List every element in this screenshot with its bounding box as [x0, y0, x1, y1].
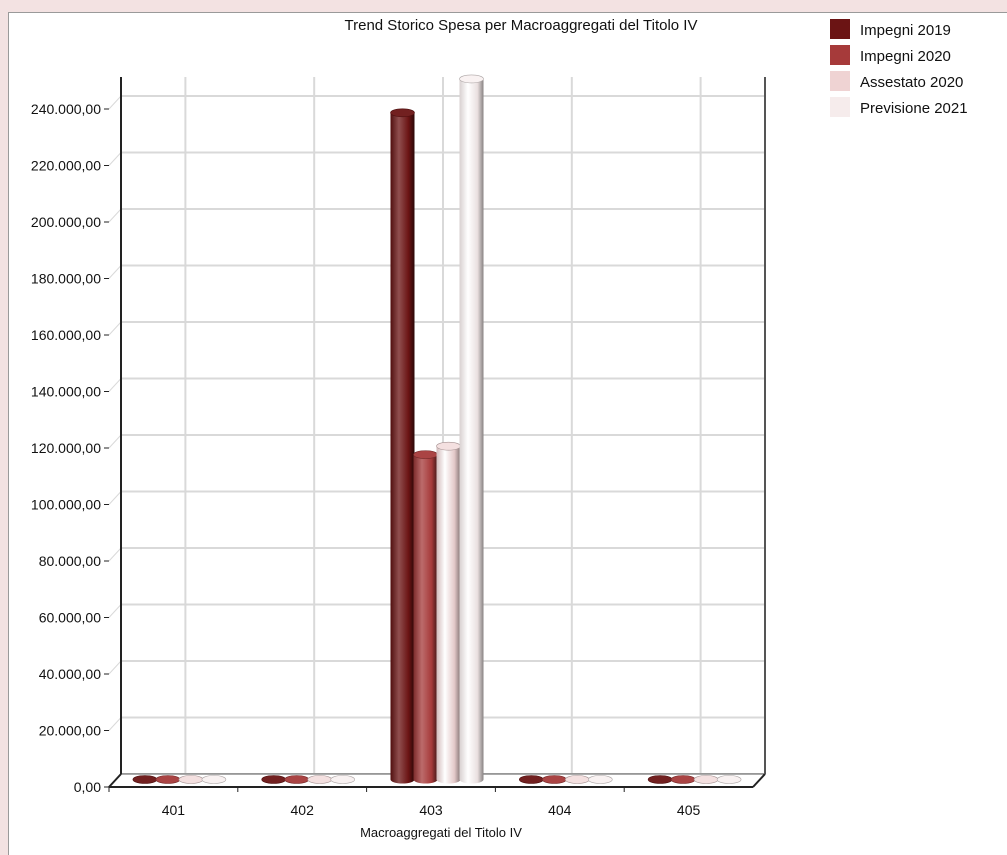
bar [330, 775, 356, 784]
bar-cap [178, 775, 204, 784]
grid-line-h-side [108, 717, 122, 731]
grid-line-h-side [108, 547, 122, 562]
chart-frame: Trend Storico Spesa per Macroaggregati d… [8, 12, 1007, 855]
y-tick-label: 160.000,00 [31, 327, 101, 343]
bar-cap [413, 450, 438, 459]
bar [307, 775, 333, 784]
grid-line-h-side [108, 491, 122, 505]
y-tick-label: 180.000,00 [31, 271, 101, 287]
bar-body [436, 446, 461, 784]
y-axis-depth [108, 773, 122, 788]
legend-label: Assestato 2020 [860, 74, 963, 91]
grid-line-h-side [108, 265, 122, 279]
x-tick-label: 404 [548, 802, 572, 818]
x-tick-label: 403 [419, 802, 443, 818]
bar-cap [647, 775, 673, 784]
bar [413, 450, 438, 784]
legend-label: Impegni 2019 [860, 22, 951, 39]
y-tick-label: 100.000,00 [31, 497, 101, 513]
bar-cap [541, 775, 567, 784]
x-axis-ticks: 401 402 403 404 405 [108, 787, 701, 818]
y-tick-label: 120.000,00 [31, 440, 101, 456]
bar [670, 775, 696, 784]
bar-cap [155, 775, 181, 784]
bar [284, 775, 310, 784]
y-tick-label: 0,00 [74, 779, 101, 795]
grid-line-h-side [108, 604, 122, 618]
bar-cap [330, 775, 356, 784]
bar-cap [518, 775, 544, 784]
bar [716, 775, 742, 784]
bar-cap [436, 441, 461, 451]
y-tick-label: 200.000,00 [31, 214, 101, 230]
bar [518, 775, 544, 784]
legend-label: Previsione 2021 [860, 100, 968, 117]
x-axis-title: Macroaggregati del Titolo IV [360, 825, 522, 840]
bar [390, 108, 415, 784]
bar-cap [284, 775, 310, 784]
bar-body [459, 78, 484, 784]
chart-canvas: Trend Storico Spesa per Macroaggregati d… [31, 17, 968, 840]
bar [587, 775, 613, 784]
y-tick-label: 140.000,00 [31, 384, 101, 400]
bar-body [413, 454, 438, 784]
bar [459, 74, 484, 784]
bar-cap [307, 775, 333, 784]
bar-cap [261, 775, 287, 784]
bar-cap [390, 108, 415, 118]
y-tick-label: 240.000,00 [31, 101, 101, 117]
axes [108, 77, 766, 788]
x-tick-label: 401 [162, 802, 186, 818]
grid-line-h-side [108, 152, 122, 166]
grid-line-h-side [108, 321, 122, 336]
bar-cap [459, 74, 484, 84]
bar [132, 775, 158, 784]
grid-line-h-side [108, 660, 122, 675]
legend-label: Impegni 2020 [860, 48, 951, 65]
grid-line-h-side [108, 208, 122, 223]
bars [132, 74, 742, 784]
x-tick-label: 405 [677, 802, 701, 818]
bar [178, 775, 204, 784]
y-axis-ticks: 0,00 20.000,00 40.000,00 60.000,00 80.000,00… [31, 101, 109, 795]
bar [647, 775, 673, 784]
legend: Impegni 2019 Impegni 2020 Assestato 2020 Pr… [830, 19, 968, 117]
chart-title: Trend Storico Spesa per Macroaggregati d… [345, 17, 698, 34]
grid-line-h-side [108, 95, 122, 110]
bar-cap [670, 775, 696, 784]
legend-swatch [830, 19, 850, 39]
legend-swatch [830, 71, 850, 91]
bar [693, 775, 719, 784]
bar-cap [693, 775, 719, 784]
legend-swatch [830, 97, 850, 117]
y-tick-label: 220.000,00 [31, 158, 101, 174]
y-tick-label: 40.000,00 [39, 666, 101, 682]
y-tick-label: 80.000,00 [39, 553, 101, 569]
bar-cap [716, 775, 742, 784]
bar [201, 775, 227, 784]
bar-cap [201, 775, 227, 784]
bar-cap [132, 775, 158, 784]
grid-line-h-side [108, 434, 122, 449]
bar [541, 775, 567, 784]
bar-cap [564, 775, 590, 784]
x-axis-depth [752, 773, 766, 788]
bar [564, 775, 590, 784]
bar [155, 775, 181, 784]
bar-cap [587, 775, 613, 784]
x-tick-label: 402 [291, 802, 315, 818]
y-tick-label: 60.000,00 [39, 610, 101, 626]
legend-swatch [830, 45, 850, 65]
bar [436, 441, 461, 784]
bar [261, 775, 287, 784]
grid-line-h-side [108, 378, 122, 392]
bar-body [390, 112, 415, 784]
y-tick-label: 20.000,00 [39, 723, 101, 739]
